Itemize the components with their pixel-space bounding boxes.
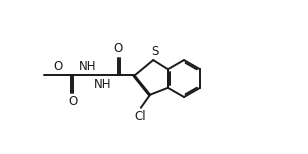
Text: O: O	[53, 60, 63, 73]
Text: S: S	[152, 45, 159, 58]
Text: NH: NH	[79, 60, 96, 73]
Text: O: O	[114, 42, 123, 55]
Text: O: O	[68, 95, 77, 108]
Text: NH: NH	[94, 78, 111, 91]
Text: Cl: Cl	[134, 110, 146, 123]
